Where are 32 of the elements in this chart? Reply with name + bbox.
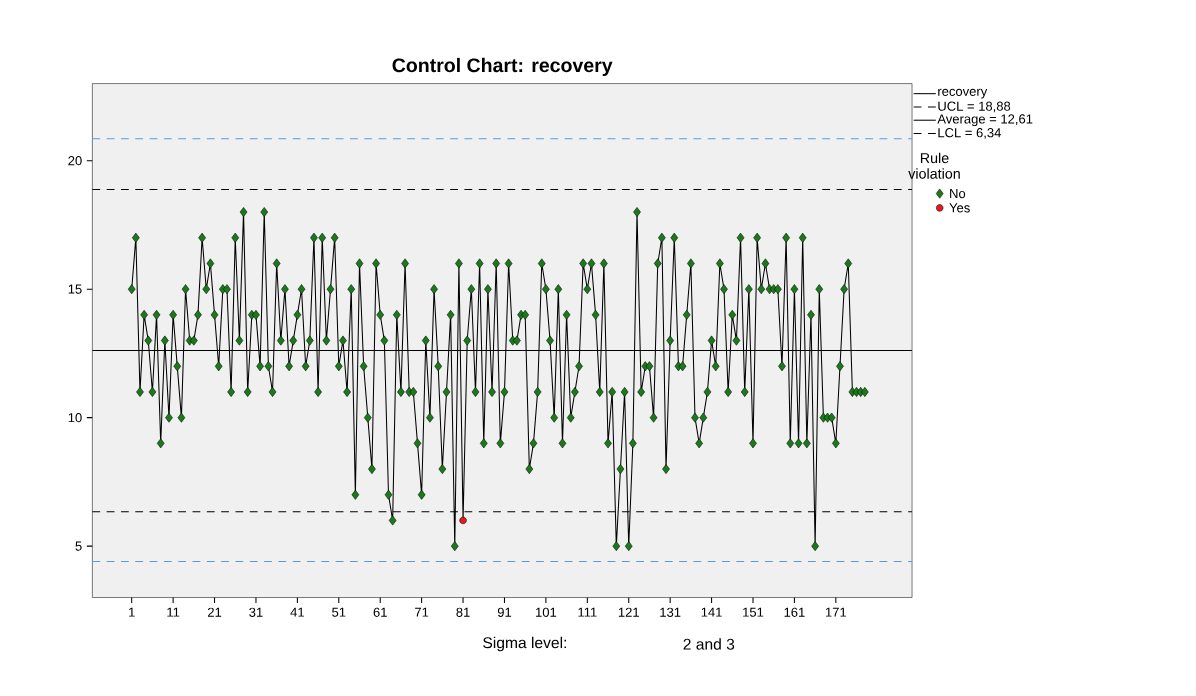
legend-label: UCL = 18,88 bbox=[938, 101, 1011, 113]
legend-title: Rule violation bbox=[908, 152, 960, 179]
x-tick-label: 131 bbox=[660, 607, 681, 617]
x-tick-label: 101 bbox=[536, 607, 557, 617]
x-tick-label: 31 bbox=[249, 607, 263, 617]
legend-label: recovery bbox=[938, 88, 988, 99]
legend-label: Yes bbox=[949, 203, 970, 213]
x-tick-label: 51 bbox=[332, 607, 346, 617]
x-tick-label: 141 bbox=[701, 607, 722, 617]
x-tick-label: 11 bbox=[167, 607, 180, 617]
x-tick-label: 151 bbox=[743, 607, 764, 617]
x-tick-label: 41 bbox=[290, 607, 304, 617]
legend-label: Average = 12,61 bbox=[937, 114, 1033, 127]
y-tick-label: 5 bbox=[75, 541, 82, 551]
x-tick-label: 161 bbox=[784, 607, 805, 617]
x-tick-label: 21 bbox=[207, 607, 222, 617]
x-tick-label: 121 bbox=[618, 607, 639, 617]
x-tick-label: 111 bbox=[578, 607, 597, 617]
x-tick-label: 91 bbox=[497, 607, 512, 617]
y-tick-label: 20 bbox=[68, 156, 82, 166]
text: Sigma level: bbox=[483, 636, 566, 652]
x-tick-label: 1 bbox=[129, 607, 135, 617]
legend-label: No bbox=[950, 189, 966, 199]
chart-title: Control Chart: recovery bbox=[392, 57, 613, 77]
x-tick-label: 61 bbox=[373, 607, 387, 617]
x-tick-label: 71 bbox=[415, 607, 429, 617]
y-tick-label: 15 bbox=[68, 284, 82, 294]
text: 2 and 3 bbox=[683, 638, 735, 650]
y-tick-label: 10 bbox=[68, 413, 82, 423]
x-tick-label: 171 bbox=[825, 607, 847, 617]
legend-label: LCL = 6,34 bbox=[938, 128, 1001, 139]
x-tick-label: 81 bbox=[456, 607, 470, 617]
